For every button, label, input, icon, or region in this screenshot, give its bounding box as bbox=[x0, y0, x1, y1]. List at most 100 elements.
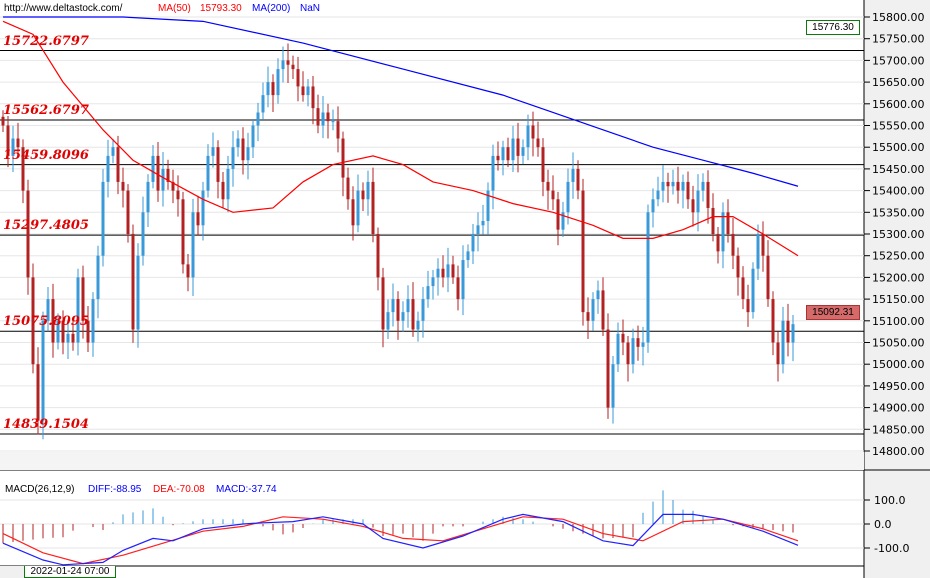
candle bbox=[96, 245, 100, 319]
candle bbox=[21, 139, 25, 204]
candle bbox=[206, 144, 210, 198]
candle bbox=[511, 125, 515, 172]
candle bbox=[341, 131, 345, 197]
price-tick-label: 15750.00 bbox=[872, 33, 925, 46]
candle bbox=[241, 127, 245, 175]
candle bbox=[446, 247, 450, 293]
candle bbox=[181, 191, 185, 274]
site-url[interactable]: http://www.deltastock.com/ bbox=[4, 3, 123, 14]
candle bbox=[506, 137, 510, 168]
candle bbox=[416, 311, 420, 342]
candle bbox=[561, 201, 565, 238]
candle bbox=[571, 152, 575, 199]
candle bbox=[501, 140, 505, 176]
candle bbox=[351, 186, 355, 241]
candle bbox=[456, 265, 460, 311]
candle bbox=[616, 322, 620, 373]
candle bbox=[321, 95, 325, 139]
candle bbox=[51, 283, 55, 358]
level-label: 15459.8096 bbox=[3, 147, 89, 163]
candle bbox=[216, 140, 220, 199]
candle bbox=[766, 240, 770, 307]
macd-dea: DEA:-70.08 bbox=[153, 484, 205, 495]
candle bbox=[366, 170, 370, 216]
candle bbox=[641, 326, 645, 366]
macd-title: MACD(26,12,9) bbox=[5, 484, 75, 495]
candle bbox=[606, 313, 610, 419]
candle bbox=[731, 217, 735, 270]
candle bbox=[401, 301, 405, 332]
candle bbox=[721, 202, 725, 269]
candle bbox=[716, 227, 720, 264]
candle bbox=[91, 292, 95, 357]
candle bbox=[66, 320, 70, 359]
candle bbox=[76, 268, 80, 356]
candle bbox=[586, 297, 590, 340]
ma200-label: MA(200) bbox=[252, 3, 291, 14]
candle bbox=[691, 185, 695, 227]
level-label: 15722.6797 bbox=[3, 33, 89, 49]
candle bbox=[106, 139, 110, 198]
candle bbox=[391, 283, 395, 327]
candle bbox=[591, 292, 595, 331]
candle bbox=[166, 159, 170, 190]
candle bbox=[126, 184, 130, 243]
candle bbox=[161, 151, 165, 207]
candle bbox=[466, 244, 470, 268]
candle bbox=[451, 255, 455, 284]
candle bbox=[271, 74, 275, 113]
crosshair-time-label: 2022-01-24 07:00 bbox=[24, 566, 116, 578]
candle bbox=[776, 331, 780, 382]
candle bbox=[36, 347, 40, 435]
candle bbox=[221, 171, 225, 208]
candle bbox=[576, 160, 580, 200]
ma200-line bbox=[3, 16, 799, 187]
candle bbox=[746, 284, 750, 327]
candle bbox=[71, 317, 75, 351]
candle bbox=[41, 311, 45, 440]
candle bbox=[771, 291, 775, 356]
candle bbox=[486, 182, 490, 235]
candle bbox=[741, 266, 745, 310]
candle bbox=[551, 175, 555, 211]
candle bbox=[121, 167, 125, 208]
price-tick-label: 14800.00 bbox=[872, 445, 925, 458]
candle bbox=[761, 221, 765, 272]
candle bbox=[541, 138, 545, 197]
candle bbox=[211, 132, 215, 168]
candle bbox=[246, 132, 250, 180]
candle bbox=[236, 130, 240, 157]
price-tick-label: 15700.00 bbox=[872, 54, 925, 67]
candle bbox=[696, 174, 700, 232]
candle bbox=[346, 167, 350, 210]
candle bbox=[726, 199, 730, 243]
candle bbox=[86, 306, 90, 353]
macd-tick-label: 100.0 bbox=[874, 494, 906, 507]
candle bbox=[176, 175, 180, 217]
candle bbox=[46, 286, 50, 332]
candle bbox=[411, 282, 415, 337]
candle bbox=[276, 58, 280, 104]
price-tick-label: 15350.00 bbox=[872, 206, 925, 219]
level-label: 14839.1504 bbox=[3, 417, 89, 432]
candle bbox=[686, 171, 690, 209]
candle bbox=[261, 82, 265, 120]
candle bbox=[626, 335, 630, 382]
candle bbox=[601, 277, 605, 336]
candle bbox=[791, 315, 795, 362]
last-price-tag: 15092.31 bbox=[806, 305, 860, 320]
price-tick-label: 15800.00 bbox=[872, 11, 925, 24]
price-tick-label: 15100.00 bbox=[872, 315, 925, 328]
ma50-label: MA(50) bbox=[158, 3, 191, 14]
price-axis[interactable] bbox=[864, 0, 930, 578]
candle bbox=[656, 176, 660, 207]
candle bbox=[111, 138, 115, 164]
level-label: 15562.6797 bbox=[3, 102, 89, 118]
candle bbox=[251, 118, 255, 159]
candle bbox=[496, 141, 500, 171]
candle bbox=[481, 204, 485, 235]
candle bbox=[781, 306, 785, 374]
candle bbox=[151, 145, 155, 189]
macd-value: MACD:-37.74 bbox=[216, 484, 277, 495]
candle bbox=[596, 280, 600, 314]
